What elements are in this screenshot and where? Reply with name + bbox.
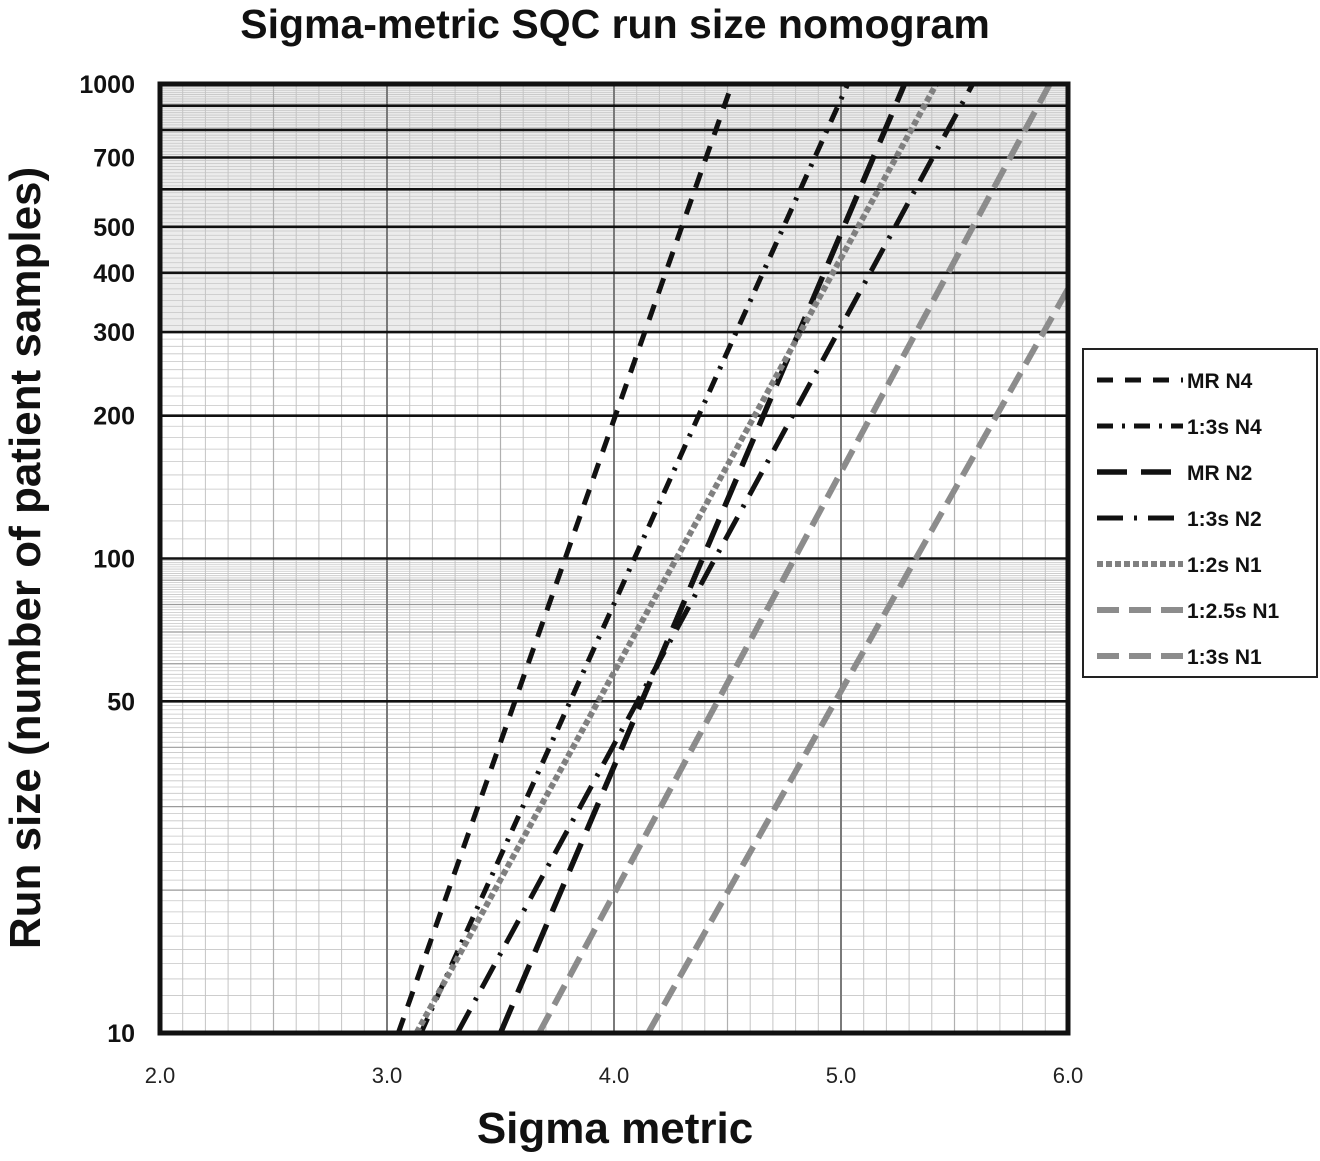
x-tick-labels: 2.0 3.0 4.0 5.0 6.0 (145, 1063, 1084, 1088)
series-line-6 (536, 82, 1053, 1035)
x-axis-label: Sigma metric (477, 1104, 753, 1153)
y-tick-label: 700 (93, 145, 135, 173)
x-tick-label: 2.0 (145, 1063, 176, 1088)
y-tick-label: 300 (93, 319, 135, 347)
legend-label-7: 1:3s N1 (1187, 646, 1262, 669)
plot-frame (157, 81, 1071, 1036)
y-tick-label: 500 (93, 214, 135, 242)
x-tick-label: 5.0 (826, 1063, 857, 1088)
legend-box (1082, 348, 1318, 678)
x-tick-label: 3.0 (372, 1063, 403, 1088)
y-tick-label: 400 (93, 260, 135, 288)
y-tick-label: 200 (93, 403, 135, 431)
legend: MR N4 1:3s N4 MR N2 1:3s N2 1:2s N1 1:2.5s N1… (1082, 348, 1318, 678)
chart-title: Sigma-metric SQC run size nomogram (240, 1, 990, 47)
series-line-3 (497, 82, 908, 1035)
grid-lines (160, 82, 1068, 1035)
series-line-2 (418, 82, 851, 1035)
series-layer (395, 82, 1071, 1035)
y-tick-label: 100 (93, 546, 135, 574)
x-tick-label: 4.0 (599, 1063, 630, 1088)
legend-label-2: 1:3s N4 (1187, 416, 1262, 439)
x-tick-label: 6.0 (1053, 1063, 1084, 1088)
y-tick-label: 10 (107, 1020, 135, 1048)
y-tick-label: 50 (107, 688, 135, 716)
y-axis-label: Run size (number of patient samples) (1, 167, 50, 949)
legend-label-3: MR N2 (1187, 462, 1252, 485)
series-line-7 (645, 287, 1071, 1035)
legend-label-5: 1:2s N1 (1187, 554, 1262, 577)
series-line-5 (413, 82, 939, 1035)
y-tick-label: 1000 (79, 71, 135, 99)
y-tick-labels: 10 50 100 200 300 400 500 700 1000 (79, 71, 135, 1048)
legend-label-4: 1:3s N2 (1187, 508, 1262, 531)
legend-label-1: MR N4 (1187, 370, 1253, 393)
legend-label-6: 1:2.5s N1 (1187, 600, 1280, 623)
